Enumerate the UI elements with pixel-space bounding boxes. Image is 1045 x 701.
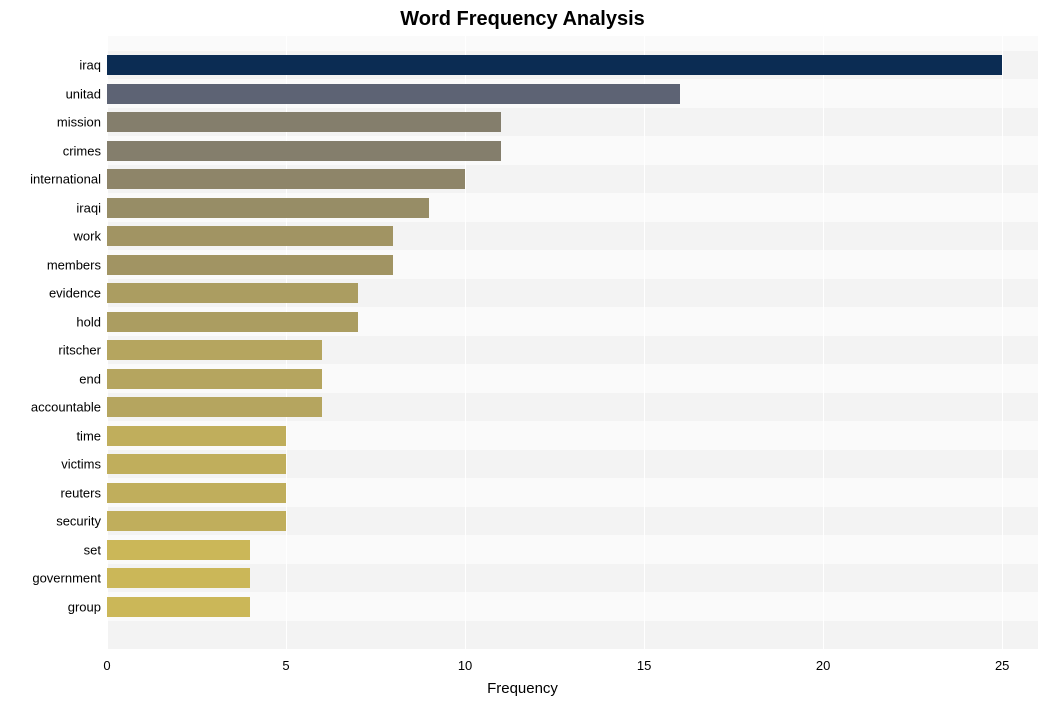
y-tick-label: ritscher [58, 343, 107, 358]
x-tick-label: 25 [995, 658, 1009, 673]
y-tick-label: group [68, 599, 107, 614]
grid-band [107, 36, 1038, 51]
bar-mission [107, 112, 501, 132]
bar-iraq [107, 55, 1002, 75]
plot-area [107, 36, 1038, 652]
bar-time [107, 426, 286, 446]
bar-hold [107, 312, 358, 332]
y-tick-label: crimes [63, 143, 107, 158]
bar-members [107, 255, 393, 275]
grid-band [107, 621, 1038, 650]
y-tick-label: members [47, 257, 107, 272]
y-tick-label: end [79, 371, 107, 386]
x-tick-label: 5 [282, 658, 289, 673]
y-tick-label: government [32, 571, 107, 586]
chart-title: Word Frequency Analysis [0, 8, 1045, 31]
y-tick-label: victims [61, 457, 107, 472]
gridline [1002, 36, 1003, 652]
bar-victims [107, 454, 286, 474]
bar-end [107, 369, 322, 389]
y-tick-label: reuters [61, 485, 107, 500]
y-tick-label: iraqi [76, 200, 107, 215]
bar-crimes [107, 141, 501, 161]
bar-government [107, 568, 250, 588]
y-tick-label: set [84, 542, 107, 557]
bar-accountable [107, 397, 322, 417]
bar-unitad [107, 84, 680, 104]
x-tick-label: 20 [816, 658, 830, 673]
bar-security [107, 511, 286, 531]
y-tick-label: security [56, 514, 107, 529]
y-tick-label: evidence [49, 286, 107, 301]
y-tick-label: accountable [31, 400, 107, 415]
y-tick-label: iraq [79, 58, 107, 73]
x-axis-label: Frequency [0, 680, 1045, 697]
bar-ritscher [107, 340, 322, 360]
y-tick-label: work [74, 229, 107, 244]
y-axis-labels: iraq unitad mission crimes international iraq… [0, 36, 107, 652]
bar-set [107, 540, 250, 560]
bar-international [107, 169, 465, 189]
y-tick-label: mission [57, 115, 107, 130]
x-tick-label: 15 [637, 658, 651, 673]
x-axis-ticks: 0510152025 [107, 658, 1038, 678]
x-tick-label: 0 [103, 658, 110, 673]
bar-reuters [107, 483, 286, 503]
gridline [644, 36, 645, 652]
y-tick-label: hold [76, 314, 107, 329]
bar-work [107, 226, 393, 246]
bar-iraqi [107, 198, 429, 218]
x-tick-label: 10 [458, 658, 472, 673]
y-tick-label: unitad [66, 86, 107, 101]
y-tick-label: international [30, 172, 107, 187]
bar-group [107, 597, 250, 617]
gridline [823, 36, 824, 652]
bar-evidence [107, 283, 358, 303]
y-tick-label: time [76, 428, 107, 443]
word-frequency-chart: Word Frequency Analysis iraq unitad missio… [0, 0, 1045, 701]
